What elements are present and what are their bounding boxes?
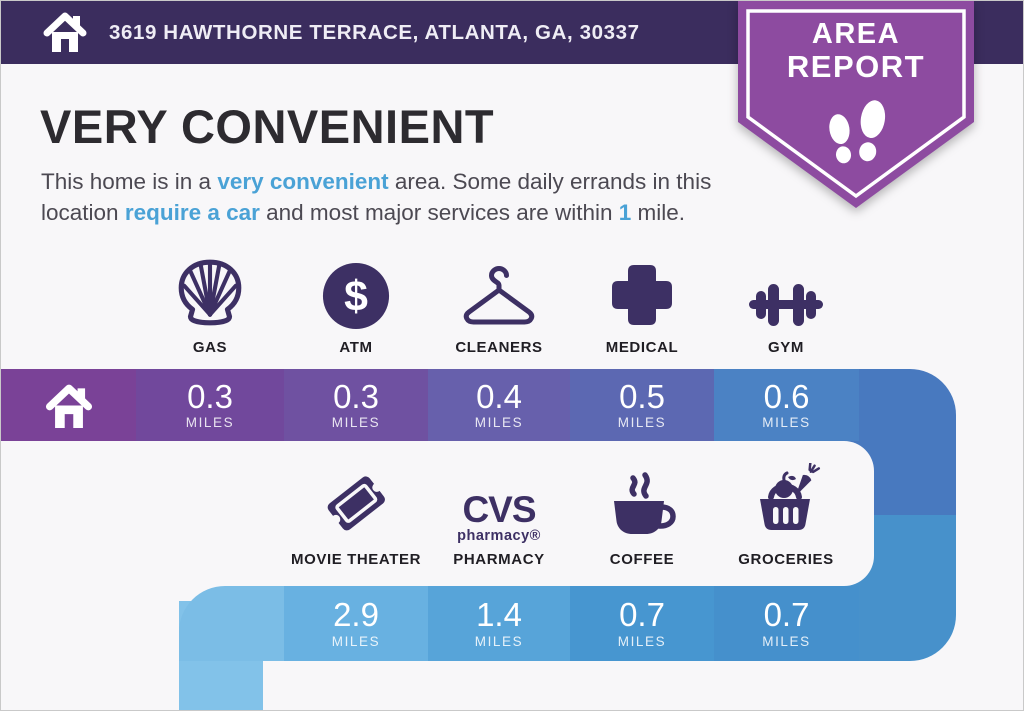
band-cell: 2.9 MILES — [284, 586, 428, 661]
amenity-gym: GYM — [698, 249, 874, 356]
distance-value: 0.6 — [763, 377, 810, 415]
dumbbell-icon — [747, 249, 825, 331]
amenity-gas: GAS — [122, 249, 298, 356]
amenity-atm: $ ATM — [268, 249, 444, 356]
amenity-label: PHARMACY — [453, 551, 545, 568]
footprints-icon — [829, 100, 886, 164]
coffee-cup-icon — [604, 461, 680, 543]
page-title: VERY CONVENIENT — [40, 100, 495, 153]
distance-unit: MILES — [617, 633, 667, 649]
band-cell-blank — [179, 586, 284, 661]
amenity-label: GAS — [192, 339, 228, 356]
band-cell: 0.3 MILES — [136, 369, 284, 441]
distance-value: 0.3 — [333, 377, 379, 415]
amenity-movie-theater: MOVIE THEATER — [268, 461, 444, 568]
amenity-label: MEDICAL — [605, 339, 679, 356]
distance-unit: MILES — [617, 415, 667, 431]
distance-unit: MILES — [185, 415, 235, 431]
distance-unit: MILES — [762, 633, 811, 649]
distance-value: 0.7 — [763, 596, 810, 634]
atm-dollar-icon: $ — [321, 249, 391, 331]
distance-band-row2: 2.9 MILES 1.4 MILES 0.7 MILES 0.7 MILES — [179, 586, 859, 661]
amenity-medical: MEDICAL — [554, 249, 730, 356]
badge-title-line2: REPORT — [786, 49, 926, 85]
svg-text:$: $ — [344, 273, 368, 321]
amenity-pharmacy: CVS pharmacy® PHARMACY — [411, 461, 587, 569]
band-cell: 0.6 MILES — [714, 369, 859, 441]
amenity-label: GROCERIES — [738, 551, 834, 568]
amenity-groceries: GROCERIES — [698, 461, 874, 568]
badge-title: AREA REPORT — [738, 18, 974, 85]
badge-title-line1: AREA — [811, 18, 901, 50]
distance-value: 0.7 — [619, 596, 665, 634]
distance-unit: MILES — [474, 633, 524, 649]
cvs-pharmacy-logo: CVS pharmacy® — [457, 488, 541, 544]
amenity-label: ATM — [339, 339, 373, 356]
description: This home is in a very convenient area. … — [41, 169, 712, 225]
shell-gas-icon — [173, 249, 247, 331]
band-cell-home — [1, 369, 136, 441]
medical-cross-icon — [606, 249, 678, 331]
area-report-badge: AREA REPORT — [738, 1, 974, 213]
distance-unit: MILES — [762, 415, 811, 431]
band-inner-corner — [263, 661, 863, 710]
badge-shape — [738, 1, 974, 208]
amenity-label: COFFEE — [609, 551, 675, 568]
band-inner-gap — [1, 441, 874, 586]
distance-value: 2.9 — [333, 596, 379, 634]
grocery-basket-icon — [747, 461, 825, 543]
amenity-cleaners: CLEANERS — [411, 249, 587, 356]
home-icon — [43, 11, 87, 55]
band-cell: 1.4 MILES — [428, 586, 570, 661]
distance-unit: MILES — [474, 415, 524, 431]
distance-unit: MILES — [331, 633, 381, 649]
distance-unit: MILES — [331, 415, 381, 431]
amenity-label: CLEANERS — [455, 339, 543, 356]
distance-band-row1: 0.3 MILES 0.3 MILES 0.4 MILES 0.5 MILES … — [1, 369, 859, 441]
band-cell: 0.7 MILES — [714, 586, 859, 661]
band-cell: 0.7 MILES — [570, 586, 714, 661]
distance-value: 0.5 — [619, 377, 665, 415]
hanger-icon — [461, 249, 537, 331]
band-cell: 0.5 MILES — [570, 369, 714, 441]
amenity-label: MOVIE THEATER — [290, 551, 422, 568]
band-cell: 0.4 MILES — [428, 369, 570, 441]
address-text: 3619 HAWTHORNE TERRACE, ATLANTA, GA, 303… — [109, 20, 640, 44]
movie-ticket-icon — [315, 461, 397, 543]
band-cell: 0.3 MILES — [284, 369, 428, 441]
distance-value: 1.4 — [476, 596, 522, 634]
amenity-coffee: COFFEE — [554, 461, 730, 568]
distance-value: 0.4 — [476, 377, 522, 415]
home-icon — [45, 384, 92, 428]
amenity-label: GYM — [768, 339, 804, 356]
distance-value: 0.3 — [187, 377, 233, 415]
